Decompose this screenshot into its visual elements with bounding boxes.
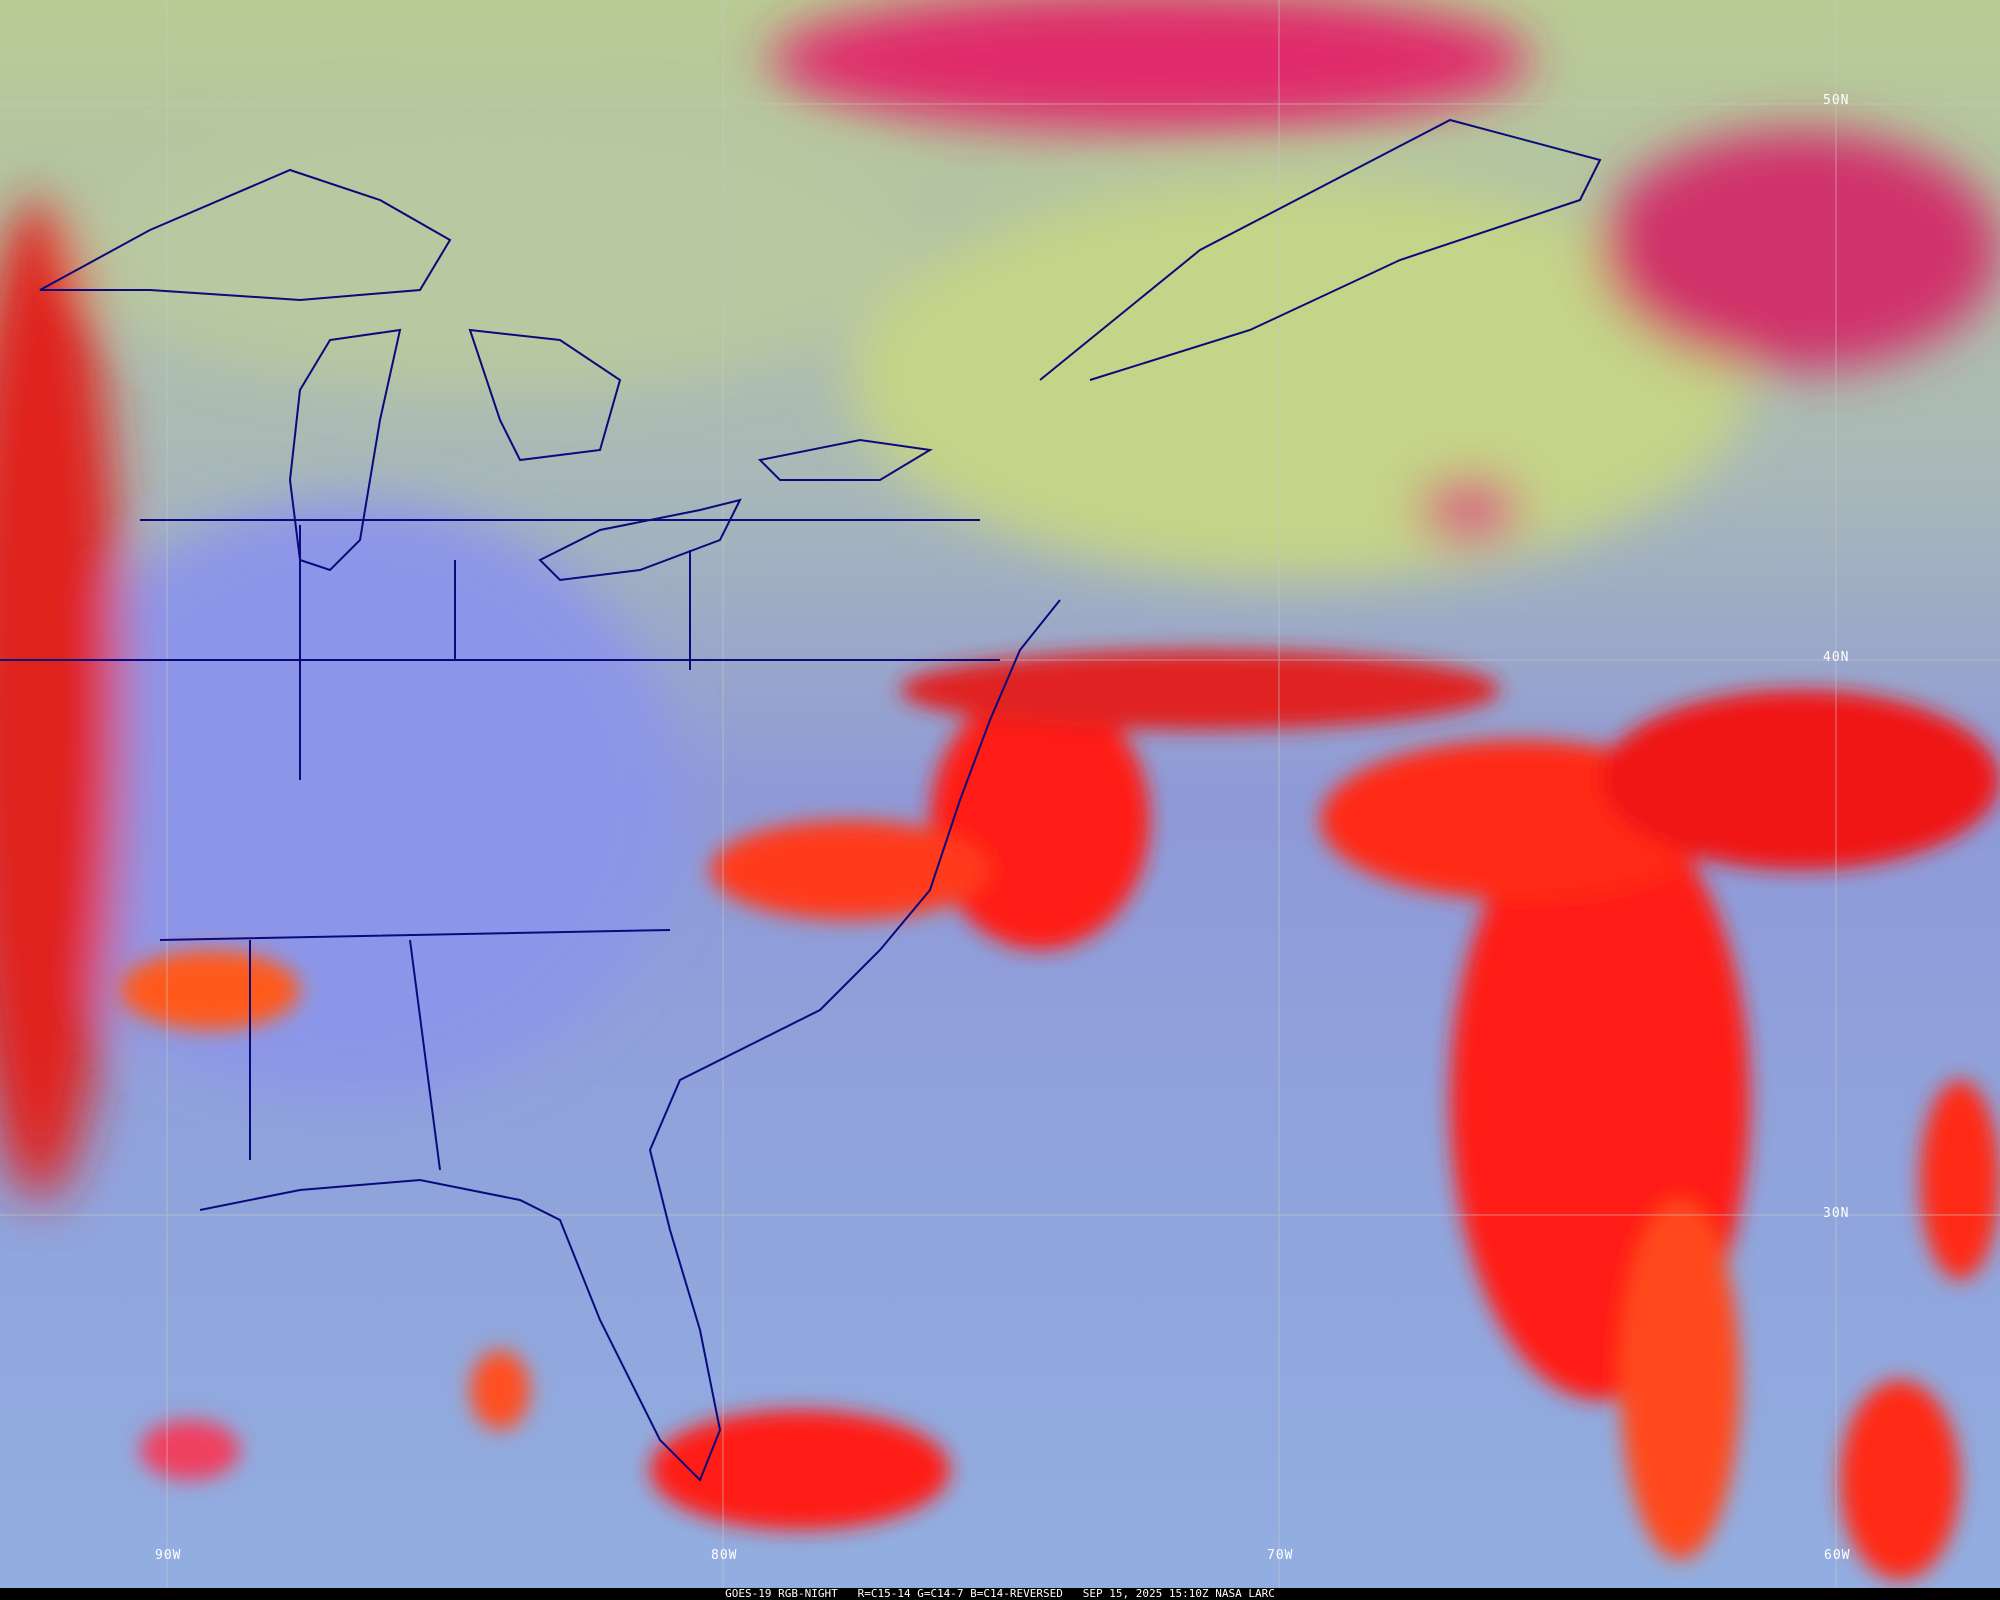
magenta-cloud-region: [770, 0, 1530, 130]
cloud-fields: [0, 0, 2000, 1200]
magenta-cloud-region: [1600, 130, 2000, 370]
coastlines-and-borders: [0, 118, 1602, 1482]
magenta-cloud-region: [1420, 480, 1520, 540]
storm-cloud: [140, 1420, 240, 1480]
storm-cloud: [1600, 690, 2000, 870]
storm-cloud: [470, 1350, 530, 1430]
clear-land-region: [20, 500, 680, 1100]
storm-cloud: [930, 690, 1150, 950]
storm-cloud: [1620, 1200, 1740, 1560]
lat-label: 40N: [1823, 650, 1850, 665]
caption-datetime: SEP 15, 2025 15:10Z: [1082, 1587, 1209, 1600]
lake-ontario: [757, 438, 933, 481]
high-cloud-region: [0, 200, 120, 1200]
low-cloud-region: [80, 110, 920, 390]
lon-label: 90W: [155, 1548, 182, 1563]
storm-cloud: [710, 820, 990, 920]
state-borders: [0, 519, 1000, 1171]
east-coast: [199, 599, 1061, 1482]
lake-superior: [39, 168, 452, 302]
caption-satellite: GOES-19 RGB-NIGHT: [725, 1587, 838, 1600]
image-caption-bar: GOES-19 RGB-NIGHT R=C15-14 G=C14-7 B=C14…: [0, 1588, 2000, 1600]
storm-cloud: [650, 1410, 950, 1530]
storm-clouds: [120, 650, 2000, 1580]
caption-source: NASA LARC: [1215, 1587, 1275, 1600]
lake-michigan: [288, 328, 402, 572]
storm-cloud: [1840, 1380, 1960, 1580]
lake-huron: [468, 328, 622, 462]
storm-cloud: [120, 950, 300, 1030]
storm-cloud: [900, 650, 1500, 730]
lon-label: 80W: [711, 1548, 738, 1563]
storm-cloud: [1920, 1080, 2000, 1280]
caption-channels: R=C15-14 G=C14-7 B=C14-REVERSED: [857, 1587, 1063, 1600]
lon-label: 70W: [1267, 1548, 1294, 1563]
lat-label: 30N: [1823, 1206, 1850, 1221]
st-lawrence: [1039, 118, 1602, 381]
low-cloud-region: [850, 180, 1750, 580]
lat-label: 50N: [1823, 93, 1850, 108]
lon-label: 60W: [1824, 1548, 1851, 1563]
